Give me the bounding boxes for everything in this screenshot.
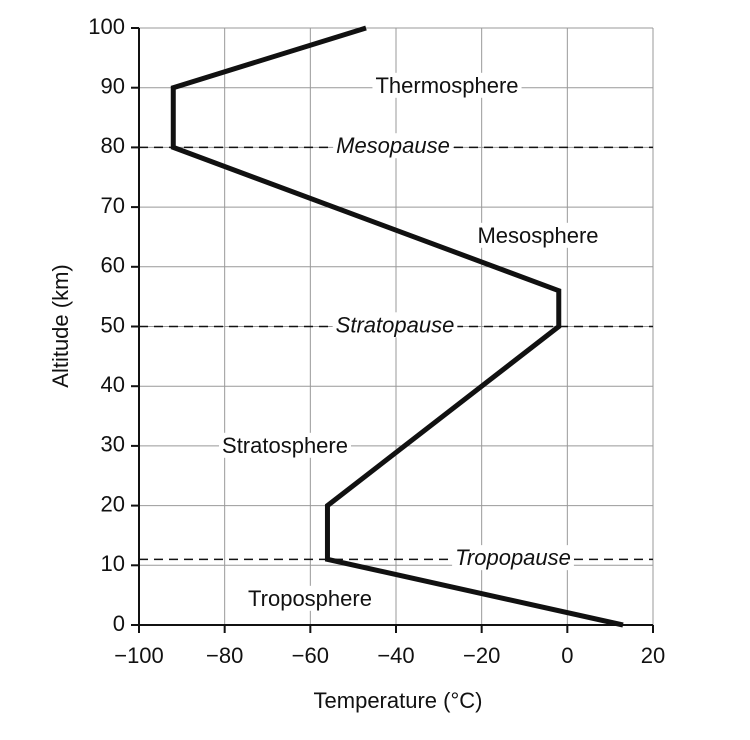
label-background: [452, 545, 574, 571]
y-tick-label: 30: [101, 432, 125, 457]
y-tick-label: 40: [101, 372, 125, 397]
label-background: [333, 133, 453, 159]
y-tick-label: 60: [101, 253, 125, 278]
label-background: [474, 222, 602, 248]
y-tick-label: 10: [101, 551, 125, 576]
x-tick-label: 20: [641, 643, 665, 668]
y-axis-label: Altitude (km): [48, 264, 73, 387]
y-tick-label: 0: [113, 611, 125, 636]
boundary-label: Mesopause: [336, 133, 450, 158]
y-tick-label: 90: [101, 74, 125, 99]
boundary-label: Stratopause: [336, 312, 455, 337]
x-tick-label: 0: [561, 643, 573, 668]
x-tick-label: −20: [463, 643, 500, 668]
label-background: [332, 312, 458, 338]
label-background: [219, 432, 351, 458]
y-tick-label: 50: [101, 312, 125, 337]
boundary-label: Tropopause: [455, 545, 571, 570]
x-axis-label: Temperature (°C): [314, 688, 483, 713]
y-tick-label: 70: [101, 193, 125, 218]
label-background: [245, 585, 375, 611]
region-label: Mesosphere: [477, 223, 598, 248]
profile-line: [170, 25, 624, 628]
x-tick-label: −40: [377, 643, 414, 668]
y-tick-label: 100: [88, 14, 125, 39]
y-tick-label: 20: [101, 491, 125, 516]
x-tick-label: −80: [206, 643, 243, 668]
region-label: Thermosphere: [375, 73, 518, 98]
label-background: [372, 72, 522, 98]
x-tick-label: −100: [114, 643, 164, 668]
y-tick-label: 80: [101, 133, 125, 158]
region-label: Troposphere: [248, 586, 372, 611]
x-tick-label: −60: [292, 643, 329, 668]
region-label: Stratosphere: [222, 433, 348, 458]
